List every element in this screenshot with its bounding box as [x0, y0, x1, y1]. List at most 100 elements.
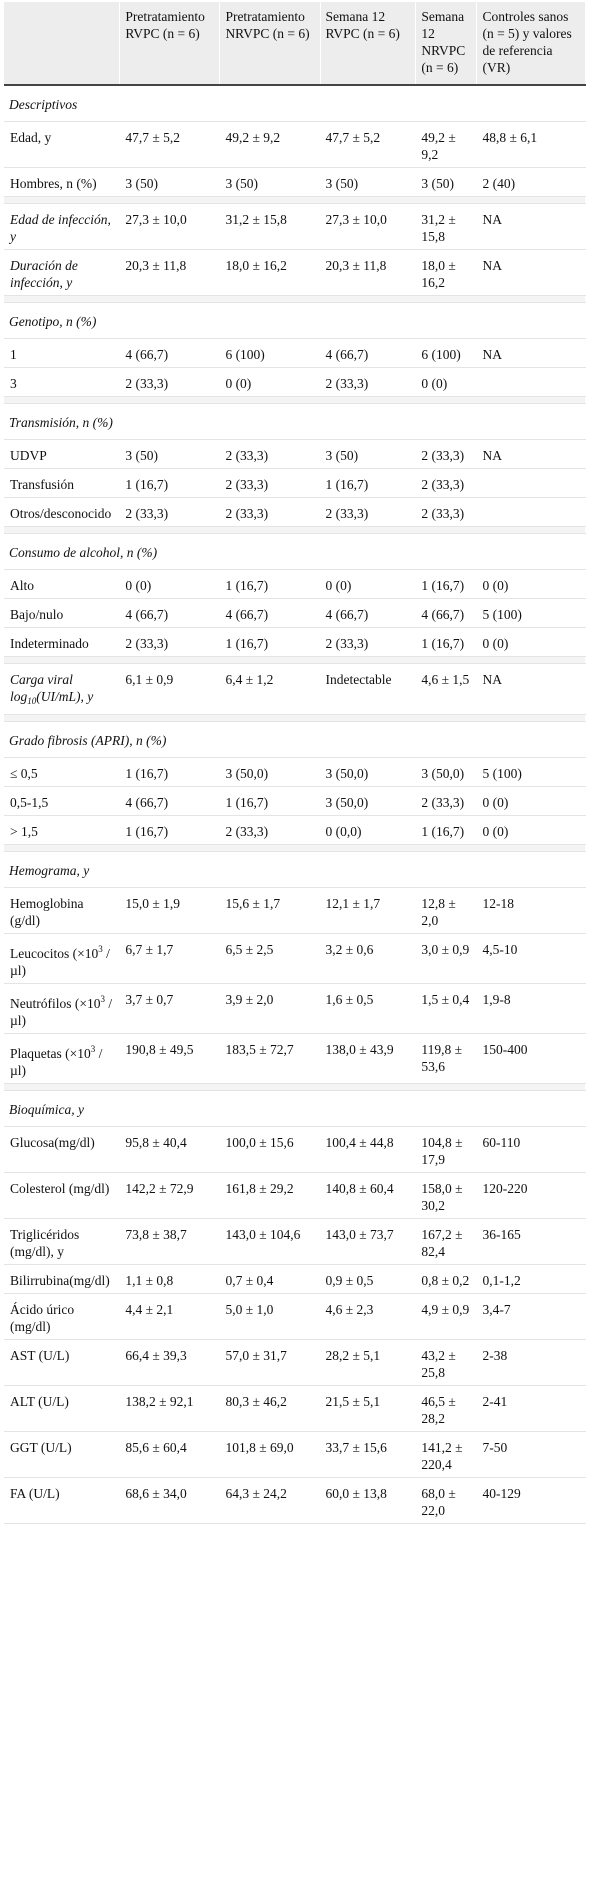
table-cell: 0 (0) [476, 786, 586, 816]
table-cell: 138,0 ± 43,9 [320, 1033, 417, 1084]
header-cell-controls: Controles sanos (n = 5) y valores de ref… [476, 2, 586, 86]
spacer-row [4, 714, 586, 722]
table-cell: 4 (66,7) [119, 786, 221, 816]
row-label: Plaquetas (×103 /µl) [4, 1033, 121, 1084]
header-cell-empty [4, 2, 121, 86]
table-cell: 1,1 ± 0,8 [119, 1264, 221, 1294]
table-cell: 47,7 ± 5,2 [320, 121, 417, 168]
table-cell: 60,0 ± 13,8 [320, 1477, 417, 1524]
table-cell: 101,8 ± 69,0 [219, 1431, 321, 1478]
table-cell: 0 (0) [320, 569, 417, 599]
table-row: FA (U/L) 68,6 ± 34,0 64,3 ± 24,2 60,0 ± 13,… [4, 1477, 586, 1524]
row-label-text: Ácido úrico (mg/dl) [10, 1302, 75, 1334]
section-title: Grado fibrosis (APRI), n (%) [4, 721, 586, 758]
table-cell: 6 (100) [415, 338, 478, 368]
row-label: 0,5-1,5 [4, 786, 121, 816]
row-label-text: Hemoglobina (g/dl) [10, 896, 84, 928]
spacer-row [4, 196, 586, 204]
table-cell: 27,3 ± 10,0 [320, 203, 417, 250]
table-cell: 3 (50,0) [320, 786, 417, 816]
spacer-cell [4, 714, 586, 722]
row-label: UDVP [4, 439, 121, 469]
table-row: > 1,5 1 (16,7) 2 (33,3) 0 (0,0) 1 (16,7) 0 (0… [4, 815, 586, 845]
table-cell: 4 (66,7) [119, 598, 221, 628]
table-row: Hombres, n (%) 3 (50) 3 (50) 3 (50) 3 (50) 2 … [4, 167, 586, 197]
row-label: Neutrófilos (×103 /µl) [4, 983, 121, 1034]
row-label-text: Duración de infección, y [10, 258, 78, 290]
spacer-cell [4, 656, 586, 664]
table-cell: 85,6 ± 60,4 [119, 1431, 221, 1478]
table-row: Bilirrubina(mg/dl) 1,1 ± 0,8 0,7 ± 0,4 0,9 … [4, 1264, 586, 1294]
row-label-text: Triglicéridos (mg/dl), y [10, 1227, 80, 1259]
table-cell: 2 (33,3) [320, 497, 417, 527]
table-row: AST (U/L) 66,4 ± 39,3 57,0 ± 31,7 28,2 ± 5,… [4, 1339, 586, 1386]
table-row: Edad de infección, y 27,3 ± 10,0 31,2 ± 15… [4, 203, 586, 250]
table-cell: 3 (50) [320, 167, 417, 197]
row-label: ALT (U/L) [4, 1385, 121, 1432]
table-cell: 3,4-7 [476, 1293, 586, 1340]
table-cell: 3 (50,0) [320, 757, 417, 787]
table-cell: 46,5 ± 28,2 [415, 1385, 478, 1432]
row-label: GGT (U/L) [4, 1431, 121, 1478]
table-cell: 1 (16,7) [119, 468, 221, 498]
spacer-row [4, 656, 586, 664]
table-cell: 1 (16,7) [219, 569, 321, 599]
row-label-unit: /µl) [10, 946, 110, 978]
header-cell-w12-nrvpc: Semana 12 NRVPC (n = 6) [415, 2, 478, 86]
table-cell: 119,8 ± 53,6 [415, 1033, 478, 1084]
table-cell: NA [476, 439, 586, 469]
table-cell: 143,0 ± 73,7 [320, 1218, 417, 1265]
table-container: Pretratamiento RVPC (n = 6) Pretratamien… [4, 2, 586, 1524]
row-label-text: GGT (U/L) [10, 1440, 72, 1455]
row-label-text: Plaquetas (×10 [10, 1046, 91, 1061]
table-cell: 0,8 ± 0,2 [415, 1264, 478, 1294]
table-cell: 3 (50,0) [219, 757, 321, 787]
table-cell: 0,9 ± 0,5 [320, 1264, 417, 1294]
table-row: Triglicéridos (mg/dl), y 73,8 ± 38,7 143,0… [4, 1218, 586, 1265]
table-cell: 1 (16,7) [219, 786, 321, 816]
row-label: Carga viral log10(UI/mL), y [4, 663, 121, 715]
section-header-row: Transmisión, n (%) [4, 403, 586, 440]
row-label: Bajo/nulo [4, 598, 121, 628]
row-label-text: > 1,5 [10, 824, 38, 839]
spacer-cell [4, 1083, 586, 1091]
row-label: ≤ 0,5 [4, 757, 121, 787]
row-label-text: 0,5-1,5 [10, 795, 49, 810]
table-cell: 3 (50) [119, 439, 221, 469]
row-label: Edad de infección, y [4, 203, 121, 250]
table-cell: 80,3 ± 46,2 [219, 1385, 321, 1432]
table-cell: 40-129 [476, 1477, 586, 1524]
table-cell: 6,5 ± 2,5 [219, 933, 321, 984]
row-label-text: FA (U/L) [10, 1486, 60, 1501]
row-label-text: Colesterol (mg/dl) [10, 1181, 110, 1196]
table-cell: 28,2 ± 5,1 [320, 1339, 417, 1386]
table-cell [476, 468, 586, 498]
table-cell: 0 (0) [219, 367, 321, 397]
table-cell: 2 (33,3) [119, 627, 221, 657]
table-cell: 0 (0) [476, 569, 586, 599]
table-row: Ácido úrico (mg/dl) 4,4 ± 2,1 5,0 ± 1,0 4,6… [4, 1293, 586, 1340]
table-cell: 12-18 [476, 887, 586, 934]
table-cell: 27,3 ± 10,0 [119, 203, 221, 250]
table-cell: 0 (0) [476, 815, 586, 845]
table-row: Indeterminado 2 (33,3) 1 (16,7) 2 (33,3) 1 (… [4, 627, 586, 657]
table-cell: NA [476, 203, 586, 250]
row-label-text: Bilirrubina(mg/dl) [10, 1273, 110, 1288]
table-cell: 0,1-1,2 [476, 1264, 586, 1294]
row-label-superscript: 3 [90, 1044, 96, 1054]
table-cell: 66,4 ± 39,3 [119, 1339, 221, 1386]
row-label: Glucosa(mg/dl) [4, 1126, 121, 1173]
table-cell: 142,2 ± 72,9 [119, 1172, 221, 1219]
table-cell: 2 (33,3) [320, 367, 417, 397]
table-cell: 4,6 ± 2,3 [320, 1293, 417, 1340]
table-cell: 6 (100) [219, 338, 321, 368]
table-row: 0,5-1,5 4 (66,7) 1 (16,7) 3 (50,0) 2 (33,3) 0… [4, 786, 586, 816]
table-cell: 3,0 ± 0,9 [415, 933, 478, 984]
table-cell: 4,4 ± 2,1 [119, 1293, 221, 1340]
table-header: Pretratamiento RVPC (n = 6) Pretratamien… [4, 2, 586, 86]
row-label: Leucocitos (×103 /µl) [4, 933, 121, 984]
spacer-cell [4, 844, 586, 852]
table-row: Neutrófilos (×103 /µl) 3,7 ± 0,7 3,9 ± 2,0… [4, 983, 586, 1034]
